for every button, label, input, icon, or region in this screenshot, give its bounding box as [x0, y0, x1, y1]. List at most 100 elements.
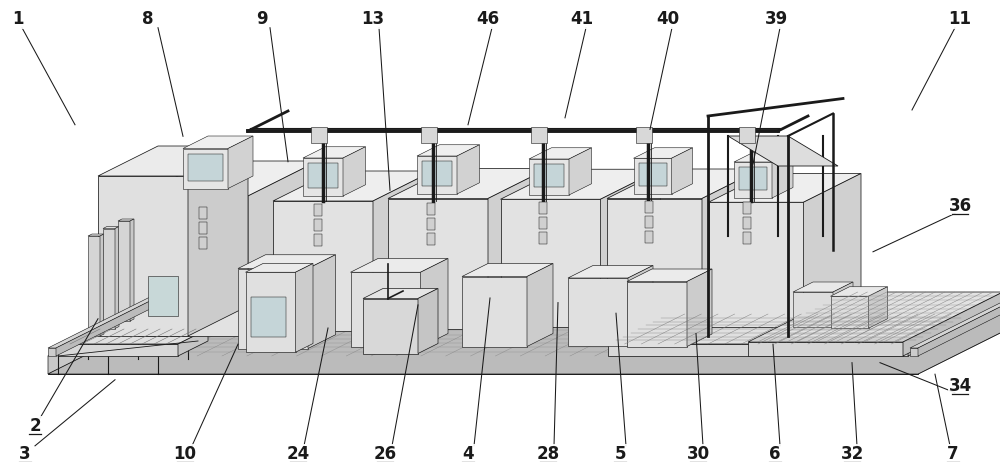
Polygon shape	[103, 226, 119, 229]
Polygon shape	[363, 288, 438, 298]
Polygon shape	[743, 202, 751, 214]
Polygon shape	[314, 204, 322, 216]
Polygon shape	[569, 148, 592, 195]
Polygon shape	[48, 288, 176, 348]
Polygon shape	[734, 162, 772, 198]
Polygon shape	[246, 263, 313, 272]
Polygon shape	[238, 268, 308, 348]
Polygon shape	[115, 226, 119, 328]
Polygon shape	[830, 287, 888, 296]
Text: 24: 24	[286, 445, 310, 462]
Polygon shape	[421, 127, 437, 143]
Polygon shape	[608, 314, 968, 344]
Text: 30: 30	[686, 445, 710, 462]
Polygon shape	[833, 282, 853, 327]
Polygon shape	[273, 201, 373, 331]
Polygon shape	[418, 288, 438, 353]
Polygon shape	[48, 296, 1000, 356]
Polygon shape	[48, 296, 168, 374]
Polygon shape	[608, 344, 908, 356]
Polygon shape	[568, 266, 653, 278]
Polygon shape	[48, 348, 56, 356]
Polygon shape	[138, 161, 318, 196]
Polygon shape	[98, 176, 188, 336]
Polygon shape	[539, 231, 547, 243]
Polygon shape	[88, 236, 100, 336]
Polygon shape	[314, 234, 322, 246]
Polygon shape	[56, 288, 176, 356]
Text: 41: 41	[570, 11, 594, 28]
Text: 34: 34	[948, 377, 972, 395]
Polygon shape	[529, 159, 569, 195]
Polygon shape	[199, 207, 207, 219]
Text: 26: 26	[373, 445, 397, 462]
Polygon shape	[628, 266, 653, 346]
Polygon shape	[501, 199, 600, 327]
Polygon shape	[687, 269, 712, 346]
Polygon shape	[903, 292, 1000, 356]
Polygon shape	[743, 217, 751, 229]
Polygon shape	[534, 164, 564, 187]
Text: 11: 11	[948, 11, 972, 28]
Polygon shape	[645, 216, 653, 228]
Polygon shape	[728, 136, 838, 166]
Polygon shape	[199, 237, 207, 249]
Text: 3: 3	[19, 445, 31, 462]
Polygon shape	[420, 259, 448, 347]
Polygon shape	[426, 203, 434, 215]
Polygon shape	[793, 292, 833, 327]
Text: 32: 32	[840, 445, 864, 462]
Polygon shape	[183, 136, 253, 148]
Polygon shape	[739, 167, 767, 190]
Text: 46: 46	[476, 11, 500, 28]
Polygon shape	[58, 329, 208, 344]
Polygon shape	[748, 292, 1000, 342]
Polygon shape	[830, 296, 868, 328]
Polygon shape	[199, 221, 207, 233]
Polygon shape	[702, 169, 761, 327]
Polygon shape	[48, 356, 918, 374]
Polygon shape	[743, 232, 751, 244]
Polygon shape	[363, 298, 418, 353]
Text: 2: 2	[29, 417, 41, 435]
Polygon shape	[296, 263, 313, 352]
Polygon shape	[314, 219, 322, 231]
Polygon shape	[422, 161, 452, 186]
Polygon shape	[672, 148, 692, 194]
Text: 8: 8	[142, 11, 154, 28]
Polygon shape	[388, 169, 548, 199]
Polygon shape	[250, 297, 286, 337]
Polygon shape	[734, 152, 793, 162]
Polygon shape	[607, 169, 761, 199]
Polygon shape	[388, 199, 488, 328]
Text: 39: 39	[764, 11, 788, 28]
Polygon shape	[103, 229, 115, 328]
Polygon shape	[118, 221, 130, 321]
Polygon shape	[488, 169, 548, 328]
Polygon shape	[531, 127, 547, 143]
Polygon shape	[918, 296, 1000, 374]
Polygon shape	[529, 148, 592, 159]
Polygon shape	[639, 163, 666, 186]
Polygon shape	[118, 219, 134, 221]
Polygon shape	[373, 171, 433, 331]
Polygon shape	[462, 263, 553, 276]
Polygon shape	[918, 288, 1000, 356]
Polygon shape	[708, 202, 804, 327]
Polygon shape	[539, 217, 547, 229]
Text: 5: 5	[614, 445, 626, 462]
Polygon shape	[793, 282, 853, 292]
Polygon shape	[527, 263, 553, 346]
Polygon shape	[539, 201, 547, 213]
Text: 28: 28	[536, 445, 560, 462]
Text: 40: 40	[656, 11, 680, 28]
Polygon shape	[130, 219, 134, 321]
Polygon shape	[417, 145, 480, 156]
Polygon shape	[88, 234, 104, 236]
Polygon shape	[178, 329, 208, 356]
Polygon shape	[308, 163, 338, 188]
Polygon shape	[645, 201, 653, 213]
Text: 13: 13	[361, 11, 385, 28]
Polygon shape	[228, 136, 253, 188]
Polygon shape	[148, 276, 178, 316]
